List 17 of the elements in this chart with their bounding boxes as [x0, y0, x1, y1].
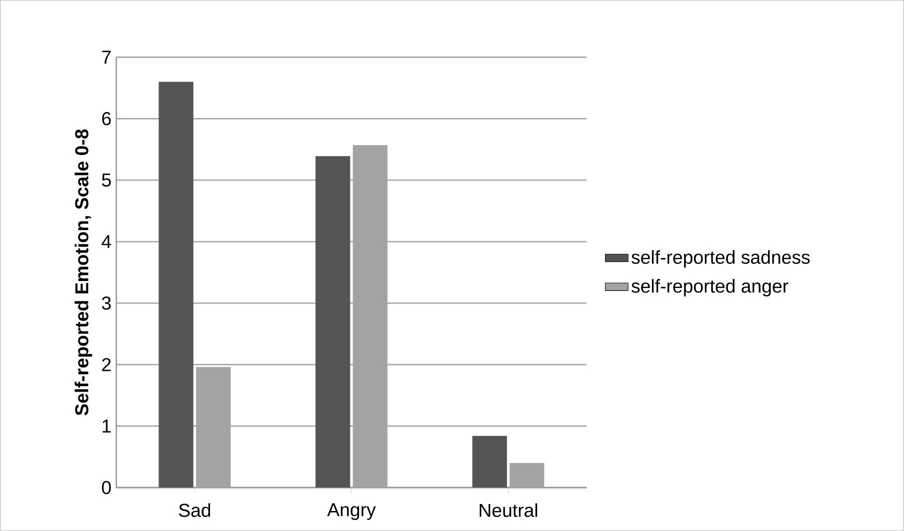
y-tick-label: 1	[102, 420, 111, 433]
x-tick-label: Angry	[327, 503, 376, 520]
bar	[316, 156, 350, 488]
y-tick-label: 5	[102, 174, 111, 187]
bar	[158, 82, 194, 488]
y-tick-label: 6	[102, 112, 111, 126]
y-tick-label: 0	[102, 481, 111, 494]
y-tick-label: 2	[102, 358, 111, 372]
legend-label: self-reported sadness	[632, 250, 810, 268]
legend-label: self-reported anger	[632, 279, 788, 296]
y-axis-title: Self-reported Emotion, Scale 0-8	[74, 129, 92, 416]
y-tick-label: 3	[102, 296, 111, 310]
y-tick-label: 4	[102, 235, 112, 248]
x-tick-label: Neutral	[480, 503, 538, 518]
y-tick-label: 7	[102, 50, 111, 64]
x-tick-label: Sad	[178, 503, 210, 518]
bar	[472, 436, 507, 488]
